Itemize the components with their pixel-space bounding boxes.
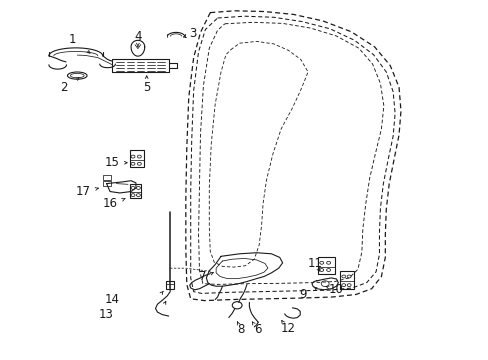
Text: 14: 14 xyxy=(105,293,120,306)
Bar xyxy=(166,281,174,289)
Bar xyxy=(102,175,110,180)
Bar xyxy=(339,271,353,289)
Text: 7: 7 xyxy=(199,270,206,283)
Bar xyxy=(129,150,144,167)
Text: 6: 6 xyxy=(254,323,262,336)
Text: 8: 8 xyxy=(236,323,244,336)
Bar xyxy=(102,181,110,186)
Text: 10: 10 xyxy=(328,283,343,296)
Text: 11: 11 xyxy=(307,257,322,270)
Text: 16: 16 xyxy=(102,197,117,210)
Text: 3: 3 xyxy=(189,27,197,40)
Bar xyxy=(129,184,141,198)
Text: 9: 9 xyxy=(299,288,306,301)
Text: 15: 15 xyxy=(105,156,120,169)
Text: 2: 2 xyxy=(60,81,67,94)
Text: 17: 17 xyxy=(76,185,90,198)
Text: 4: 4 xyxy=(134,30,142,43)
Text: 12: 12 xyxy=(281,322,295,335)
Bar xyxy=(317,257,334,274)
Text: 1: 1 xyxy=(68,33,76,46)
Text: 5: 5 xyxy=(142,81,150,94)
Text: 13: 13 xyxy=(99,309,114,321)
